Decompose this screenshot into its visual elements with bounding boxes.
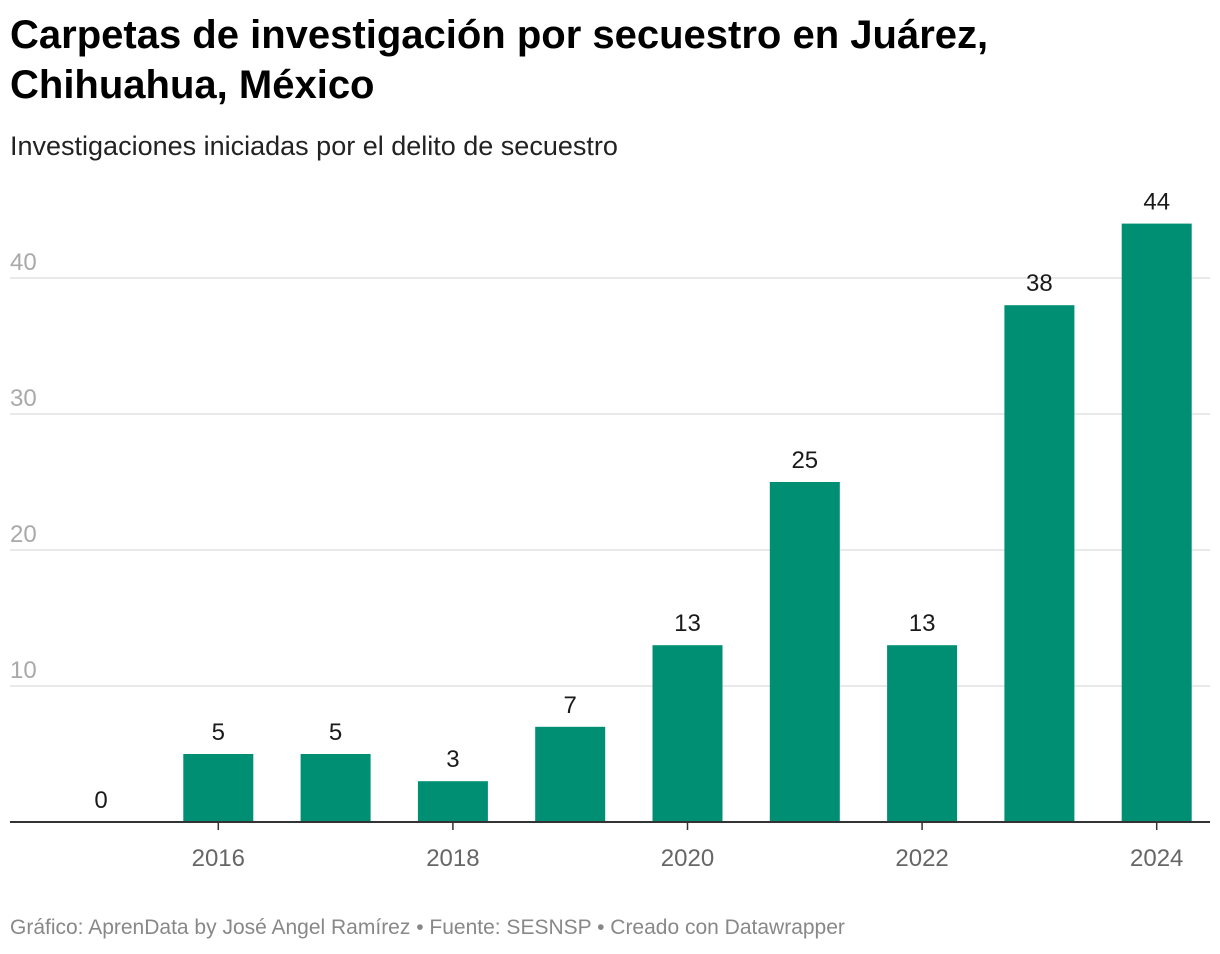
bar-2016 [183,754,254,822]
chart-subtitle: Investigaciones iniciadas por el delito … [10,131,618,161]
bar-2021 [769,482,840,822]
x-tick-label: 2020 [661,845,714,872]
bars [183,223,1192,823]
value-label-2019: 7 [564,692,577,719]
bar-2024 [1121,223,1192,823]
source-footer: Gráfico: AprenData by José Angel Ramírez… [10,916,845,939]
bar-2020 [652,645,723,822]
x-axis: 2016 2018 2020 2022 2024 [10,821,1210,872]
value-label-2017: 5 [329,719,342,746]
y-tick-label: 20 [10,521,37,548]
value-label-2020: 13 [674,610,701,637]
chart-title: Carpetas de investigación por secuestro … [10,13,989,107]
value-label-2022: 13 [909,610,936,637]
x-tick-label: 2022 [895,845,948,872]
y-tick-label: 30 [10,385,37,412]
y-tick-label: 40 [10,249,37,276]
bar-2023 [1004,305,1075,822]
value-label-2016: 5 [212,719,225,746]
x-tick-label: 2018 [426,845,479,872]
value-label-2018: 3 [446,746,459,773]
bar-2018 [417,781,488,822]
x-tick-label: 2024 [1130,845,1183,872]
value-label-2024: 44 [1143,189,1170,216]
value-label-2021: 25 [791,447,818,474]
value-labels: 0 5 5 3 7 13 25 13 38 44 [94,189,1170,814]
value-label-2023: 38 [1026,270,1053,297]
value-label-2015: 0 [94,787,107,814]
bar-2022 [887,645,958,822]
bar-2017 [300,754,371,822]
bar-2019 [535,726,606,822]
x-tick-label: 2016 [192,845,245,872]
y-tick-label: 10 [10,657,37,684]
